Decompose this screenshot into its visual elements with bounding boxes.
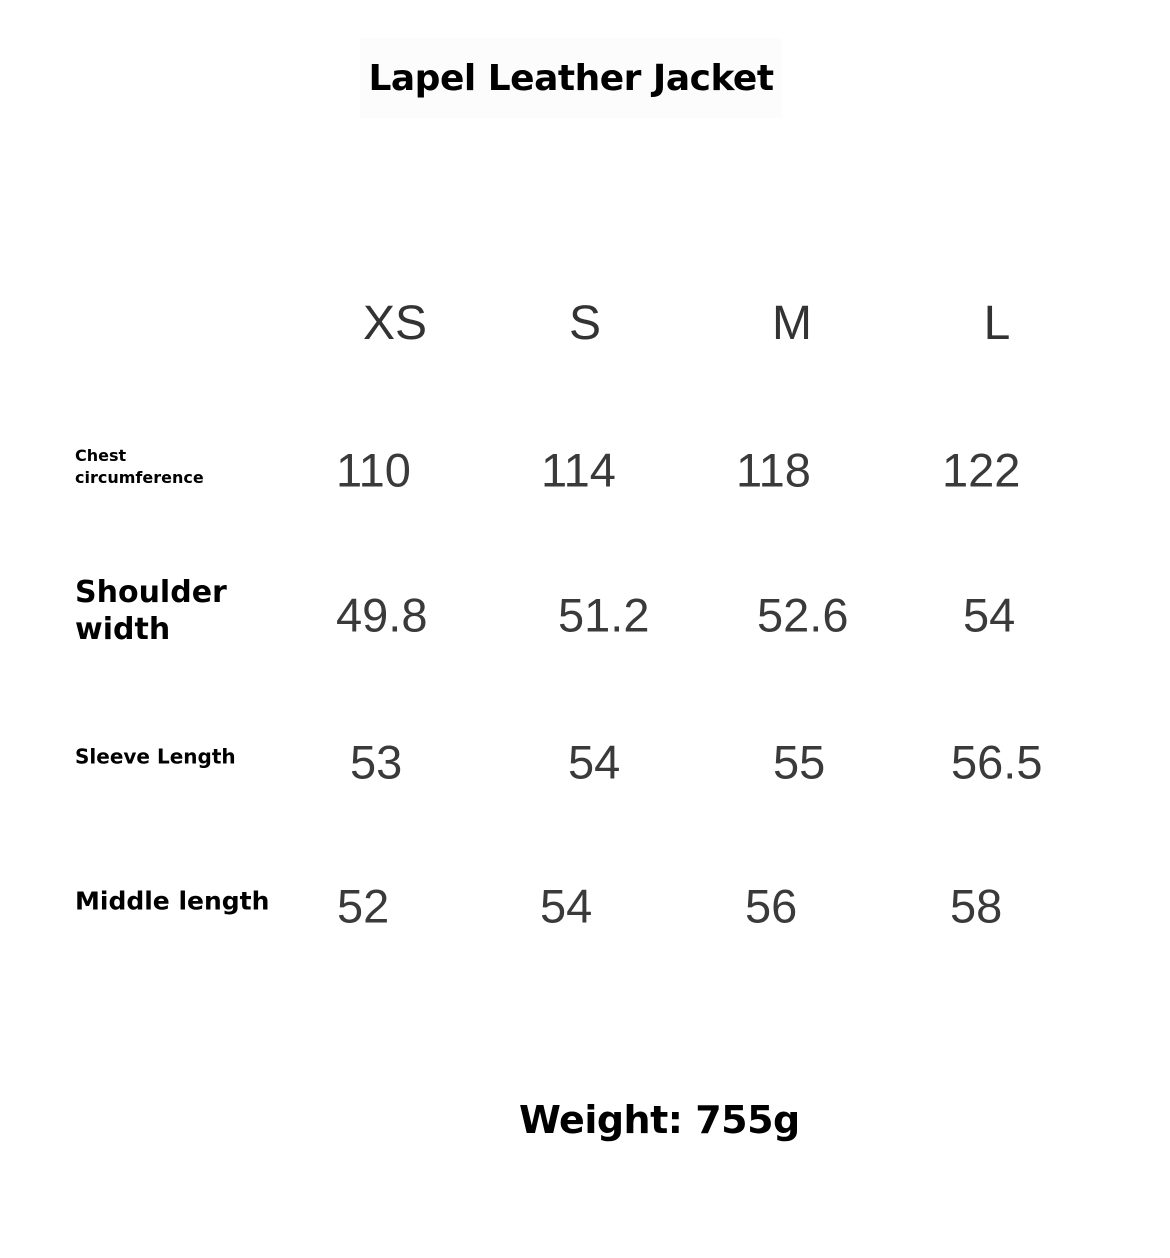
table-cell: 54 (963, 588, 1016, 642)
label-line: Sleeve Length (75, 744, 236, 769)
size-header-l: L (983, 297, 1011, 350)
table-cell: 58 (950, 879, 1003, 933)
table-cell: 54 (568, 735, 621, 789)
row-label-shoulder: Shoulder width (75, 574, 227, 648)
table-cell: 110 (336, 443, 411, 497)
table-cell: 56.5 (951, 735, 1043, 789)
weight-text: Weight: 755g (519, 1098, 800, 1142)
label-line: Middle length (75, 886, 270, 916)
table-cell: 55 (773, 735, 826, 789)
table-cell: 118 (736, 443, 811, 497)
row-label-middle-length: Middle length (75, 886, 270, 917)
size-header-s: S (568, 297, 602, 350)
label-line: circumference (75, 468, 204, 487)
table-cell: 52 (337, 879, 390, 933)
table-cell: 122 (942, 443, 1021, 497)
table-cell: 114 (541, 443, 616, 497)
row-label-sleeve: Sleeve Length (75, 744, 236, 769)
table-cell: 54 (540, 879, 593, 933)
size-header-m: M (772, 297, 812, 350)
table-cell: 56 (745, 879, 798, 933)
row-label-chest: Chest circumference (75, 445, 204, 489)
table-cell: 53 (350, 735, 403, 789)
table-cell: 52.6 (757, 588, 849, 642)
label-line: Chest (75, 446, 127, 465)
label-line: Shoulder (75, 575, 227, 610)
page-title: Lapel Leather Jacket (360, 38, 782, 118)
table-cell: 49.8 (336, 588, 428, 642)
size-header-xs: XS (362, 297, 428, 350)
table-cell: 51.2 (558, 588, 650, 642)
label-line: width (75, 612, 171, 647)
